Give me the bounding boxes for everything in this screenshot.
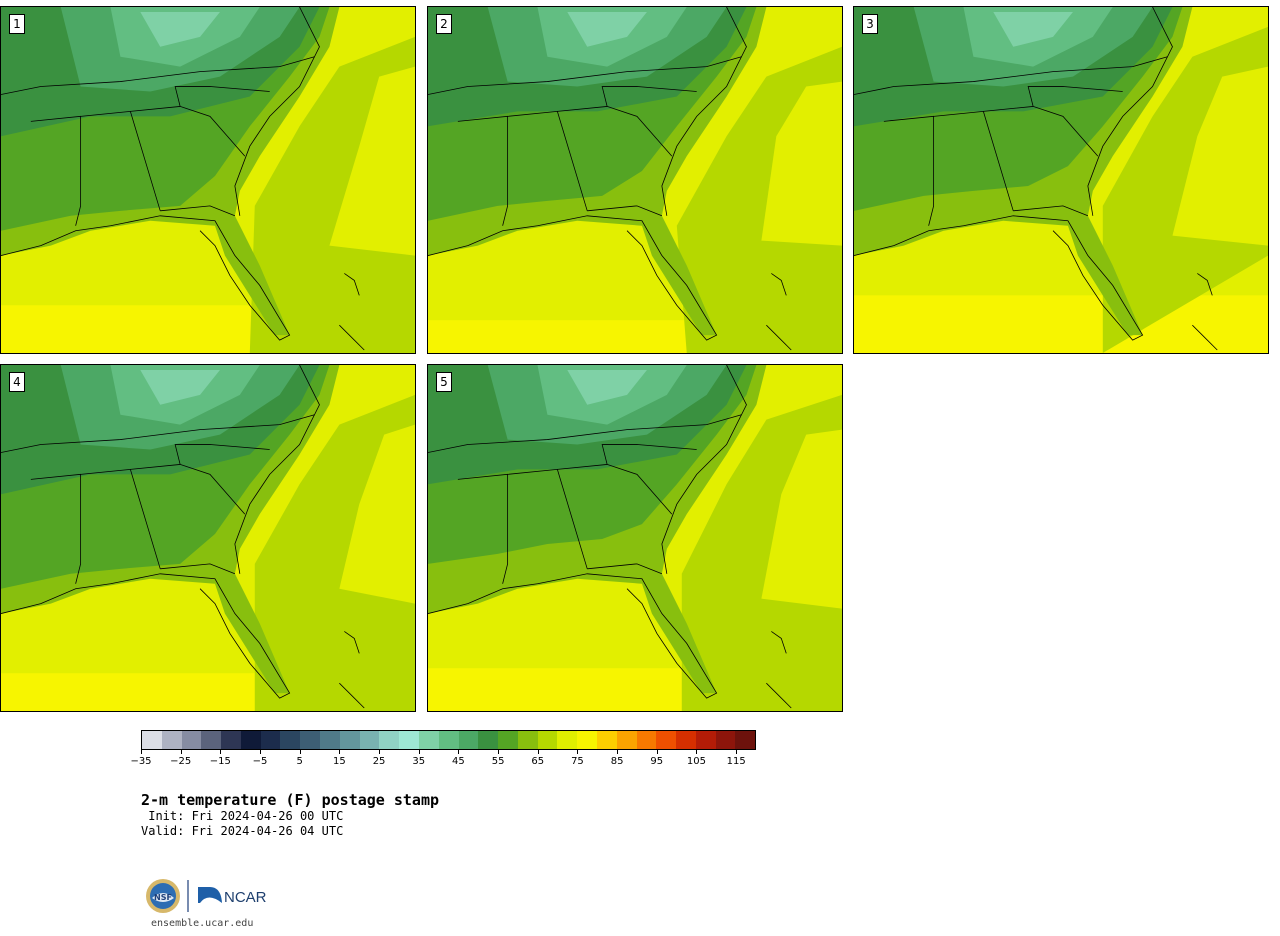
colorbar-swatch — [478, 731, 499, 749]
colorbar-swatch — [656, 731, 677, 749]
panel-number-label: 3 — [862, 14, 878, 34]
colorbar-swatch — [418, 731, 439, 749]
colorbar-swatch — [735, 731, 756, 749]
colorbar-swatch — [537, 731, 558, 749]
valid-time: Valid: Fri 2024-04-26 04 UTC — [141, 824, 344, 838]
colorbar-tick-label: 45 — [452, 756, 465, 767]
colorbar-swatch — [280, 731, 301, 749]
colorbar-swatch — [577, 731, 597, 749]
colorbar-tick — [141, 750, 142, 754]
colorbar-tick — [339, 750, 341, 754]
map-panel-5: 5 — [427, 364, 843, 712]
colorbar-tick-label: −25 — [170, 756, 192, 767]
temperature-map — [854, 7, 1268, 353]
colorbar-tick-label: 65 — [531, 756, 545, 767]
temperature-map — [428, 7, 842, 353]
colorbar-swatch — [161, 731, 182, 749]
map-panel-4: 4 — [0, 364, 416, 712]
colorbar-tick-label: 75 — [571, 756, 584, 767]
colorbar-tick — [180, 750, 182, 754]
colorbar-swatch — [379, 731, 400, 749]
colorbar-swatch — [359, 731, 380, 749]
colorbar-swatch — [300, 731, 321, 749]
colorbar-tick-label: 85 — [610, 756, 624, 767]
colorbar-swatch — [517, 731, 538, 749]
colorbar-tick — [656, 750, 658, 754]
colorbar-swatch — [260, 731, 281, 749]
colorbar-tick — [299, 750, 301, 754]
colorbar-swatch — [695, 731, 716, 749]
temperature-colorbar — [141, 730, 756, 750]
colorbar-swatch — [240, 731, 261, 749]
colorbar-tick — [379, 750, 381, 754]
colorbar-swatch — [438, 731, 459, 749]
colorbar-swatch — [636, 731, 657, 749]
ncar-logo-text: NCAR — [224, 889, 267, 906]
colorbar-tick-label: 35 — [412, 756, 426, 767]
colorbar-swatch — [498, 731, 518, 749]
colorbar-tick-label: −35 — [130, 756, 152, 767]
colorbar-swatch — [201, 731, 222, 749]
colorbar-tick — [458, 750, 460, 754]
colorbar-tick-label: −5 — [252, 756, 268, 767]
temperature-map — [1, 365, 415, 711]
panel-number-label: 1 — [9, 14, 25, 34]
colorbar-swatch — [339, 731, 360, 749]
colorbar-tick-label: 15 — [333, 756, 346, 767]
website-url: ensemble.ucar.edu — [151, 918, 254, 929]
colorbar-tick-label: 5 — [296, 756, 303, 767]
map-panel-1: 1 — [0, 6, 416, 354]
colorbar-tick — [537, 750, 539, 754]
colorbar-tick-label: −15 — [209, 756, 231, 767]
colorbar-swatch — [557, 731, 578, 749]
nsf-logo-text: NSF — [154, 893, 172, 902]
map-panel-3: 3 — [853, 6, 1269, 354]
colorbar-swatch — [142, 731, 162, 749]
colorbar-swatch — [221, 731, 241, 749]
colorbar-swatch — [715, 731, 736, 749]
colorbar-swatch — [320, 731, 340, 749]
colorbar-tick-label: 115 — [726, 756, 746, 767]
nsf-ncar-logos: NSF NCAR — [146, 879, 267, 913]
colorbar-tick-labels: −35 −25 −15 −5 5 15 25 35 45 55 65 75 85 95 105 115 — [130, 750, 756, 770]
chart-title: 2-m temperature (F) postage stamp — [141, 791, 440, 809]
temperature-map — [428, 365, 842, 711]
colorbar-swatch — [596, 731, 617, 749]
colorbar-swatch — [458, 731, 479, 749]
init-time: Init: Fri 2024-04-26 00 UTC — [141, 809, 344, 823]
ncar-logo-icon: NCAR — [198, 887, 267, 906]
colorbar-swatch — [181, 731, 202, 749]
colorbar-tick-label: 105 — [686, 756, 707, 767]
colorbar-tick-label: 25 — [372, 756, 386, 767]
map-panel-2: 2 — [427, 6, 843, 354]
colorbar-tick — [418, 750, 420, 754]
panel-number-label: 2 — [436, 14, 452, 34]
colorbar-tick — [260, 750, 262, 754]
colorbar-tick — [498, 750, 500, 754]
panel-number-label: 5 — [436, 372, 452, 392]
colorbar-tick-label: 55 — [491, 756, 505, 767]
colorbar-tick — [617, 750, 619, 754]
panel-number-label: 4 — [9, 372, 25, 392]
colorbar-tick — [220, 750, 222, 754]
colorbar-tick — [736, 750, 738, 754]
colorbar-tick — [577, 750, 579, 754]
colorbar-tick — [696, 750, 698, 754]
colorbar-tick-label: 95 — [650, 756, 664, 767]
colorbar-swatch — [399, 731, 419, 749]
temperature-map — [1, 7, 415, 353]
nsf-logo-icon: NSF — [146, 879, 180, 913]
colorbar-swatch — [616, 731, 637, 749]
colorbar-swatch — [676, 731, 696, 749]
